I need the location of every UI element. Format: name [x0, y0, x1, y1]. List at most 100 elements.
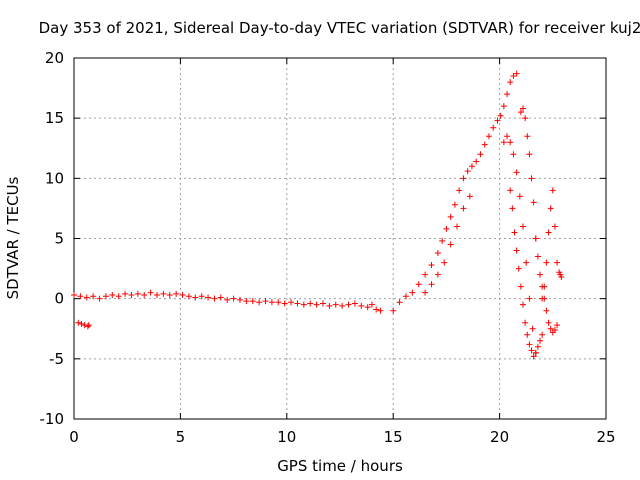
data-point — [447, 213, 454, 220]
data-point — [532, 235, 539, 242]
data-point — [517, 109, 524, 116]
data-point — [524, 133, 531, 140]
data-point — [513, 247, 520, 254]
data-point — [300, 301, 307, 308]
data-point — [500, 103, 507, 110]
data-point — [543, 259, 550, 266]
data-point — [307, 300, 314, 307]
y-tick-label: 15 — [45, 109, 64, 127]
data-point — [554, 322, 561, 329]
data-point — [511, 229, 518, 236]
data-point — [185, 293, 192, 300]
data-point — [160, 290, 167, 297]
data-point — [537, 337, 544, 344]
data-points — [71, 70, 565, 360]
data-point — [504, 133, 511, 140]
data-point — [96, 295, 103, 302]
data-point — [473, 158, 480, 165]
data-point — [230, 295, 237, 302]
data-point — [198, 293, 205, 300]
data-point — [532, 349, 539, 356]
data-point — [507, 139, 514, 146]
data-point — [434, 249, 441, 256]
data-point — [545, 229, 552, 236]
data-point — [460, 205, 467, 212]
data-point — [78, 320, 85, 327]
data-point — [71, 292, 77, 299]
data-point — [513, 70, 520, 77]
x-tick-label: 25 — [596, 428, 615, 446]
y-tick-label: 5 — [54, 230, 64, 248]
x-tick-label: 0 — [69, 428, 79, 446]
data-point — [409, 289, 416, 296]
data-point — [524, 331, 531, 338]
data-point — [522, 115, 529, 122]
data-point — [539, 295, 546, 302]
data-point — [460, 175, 467, 182]
data-point — [339, 302, 346, 309]
data-point — [377, 307, 384, 314]
data-point — [477, 151, 484, 158]
series-sdtvar-track-f — [507, 187, 546, 360]
data-point — [211, 295, 218, 302]
data-point — [262, 298, 269, 305]
data-point — [173, 290, 180, 297]
data-point — [294, 300, 301, 307]
data-point — [402, 293, 409, 300]
data-point — [456, 187, 463, 194]
data-point — [256, 299, 263, 306]
data-point — [558, 274, 565, 281]
data-point — [141, 292, 148, 299]
data-point — [281, 300, 288, 307]
data-point — [541, 283, 548, 290]
data-point — [528, 175, 535, 182]
data-point — [468, 163, 475, 170]
grid-lines — [74, 58, 606, 419]
data-point — [504, 91, 511, 98]
data-point — [554, 259, 561, 266]
chart-title: Day 353 of 2021, Sidereal Day-to-day VTE… — [39, 19, 640, 37]
data-point — [428, 281, 435, 288]
data-point — [447, 241, 454, 248]
data-point — [510, 73, 517, 80]
data-point — [358, 302, 365, 309]
data-point — [345, 301, 352, 308]
data-point — [530, 199, 537, 206]
data-point — [373, 306, 380, 313]
data-point — [529, 325, 536, 332]
series-sdtvar-track-g — [517, 105, 539, 242]
data-point — [549, 187, 556, 194]
x-tick-label: 20 — [490, 428, 509, 446]
data-point — [520, 105, 527, 112]
y-axis-label: SDTVAR / TECUs — [4, 176, 22, 299]
data-point — [109, 292, 116, 299]
data-point — [313, 301, 320, 308]
data-point — [516, 193, 523, 200]
data-point — [526, 151, 533, 158]
series-sdtvar-track-c — [390, 70, 520, 314]
data-point — [434, 271, 441, 278]
data-point — [530, 353, 537, 360]
series-sdtvar-track-b — [75, 319, 92, 330]
data-point — [368, 301, 375, 308]
data-point — [415, 281, 422, 288]
data-point — [396, 299, 403, 306]
y-tick-label: -10 — [40, 410, 65, 428]
data-point — [364, 304, 371, 311]
y-tick-label: -5 — [49, 350, 64, 368]
data-point — [422, 289, 429, 296]
data-point — [534, 343, 541, 350]
data-point — [428, 261, 435, 268]
data-point — [275, 299, 282, 306]
data-point — [464, 168, 471, 175]
data-point — [534, 253, 541, 260]
data-point — [192, 294, 199, 301]
data-point — [128, 292, 135, 299]
data-point — [115, 293, 122, 300]
data-point — [547, 205, 554, 212]
data-point — [520, 223, 527, 230]
axis-ticks: 0 5 10 15 20 25 -10 -5 0 5 10 15 20 — [40, 49, 616, 446]
data-point — [494, 117, 501, 124]
data-point — [319, 300, 326, 307]
